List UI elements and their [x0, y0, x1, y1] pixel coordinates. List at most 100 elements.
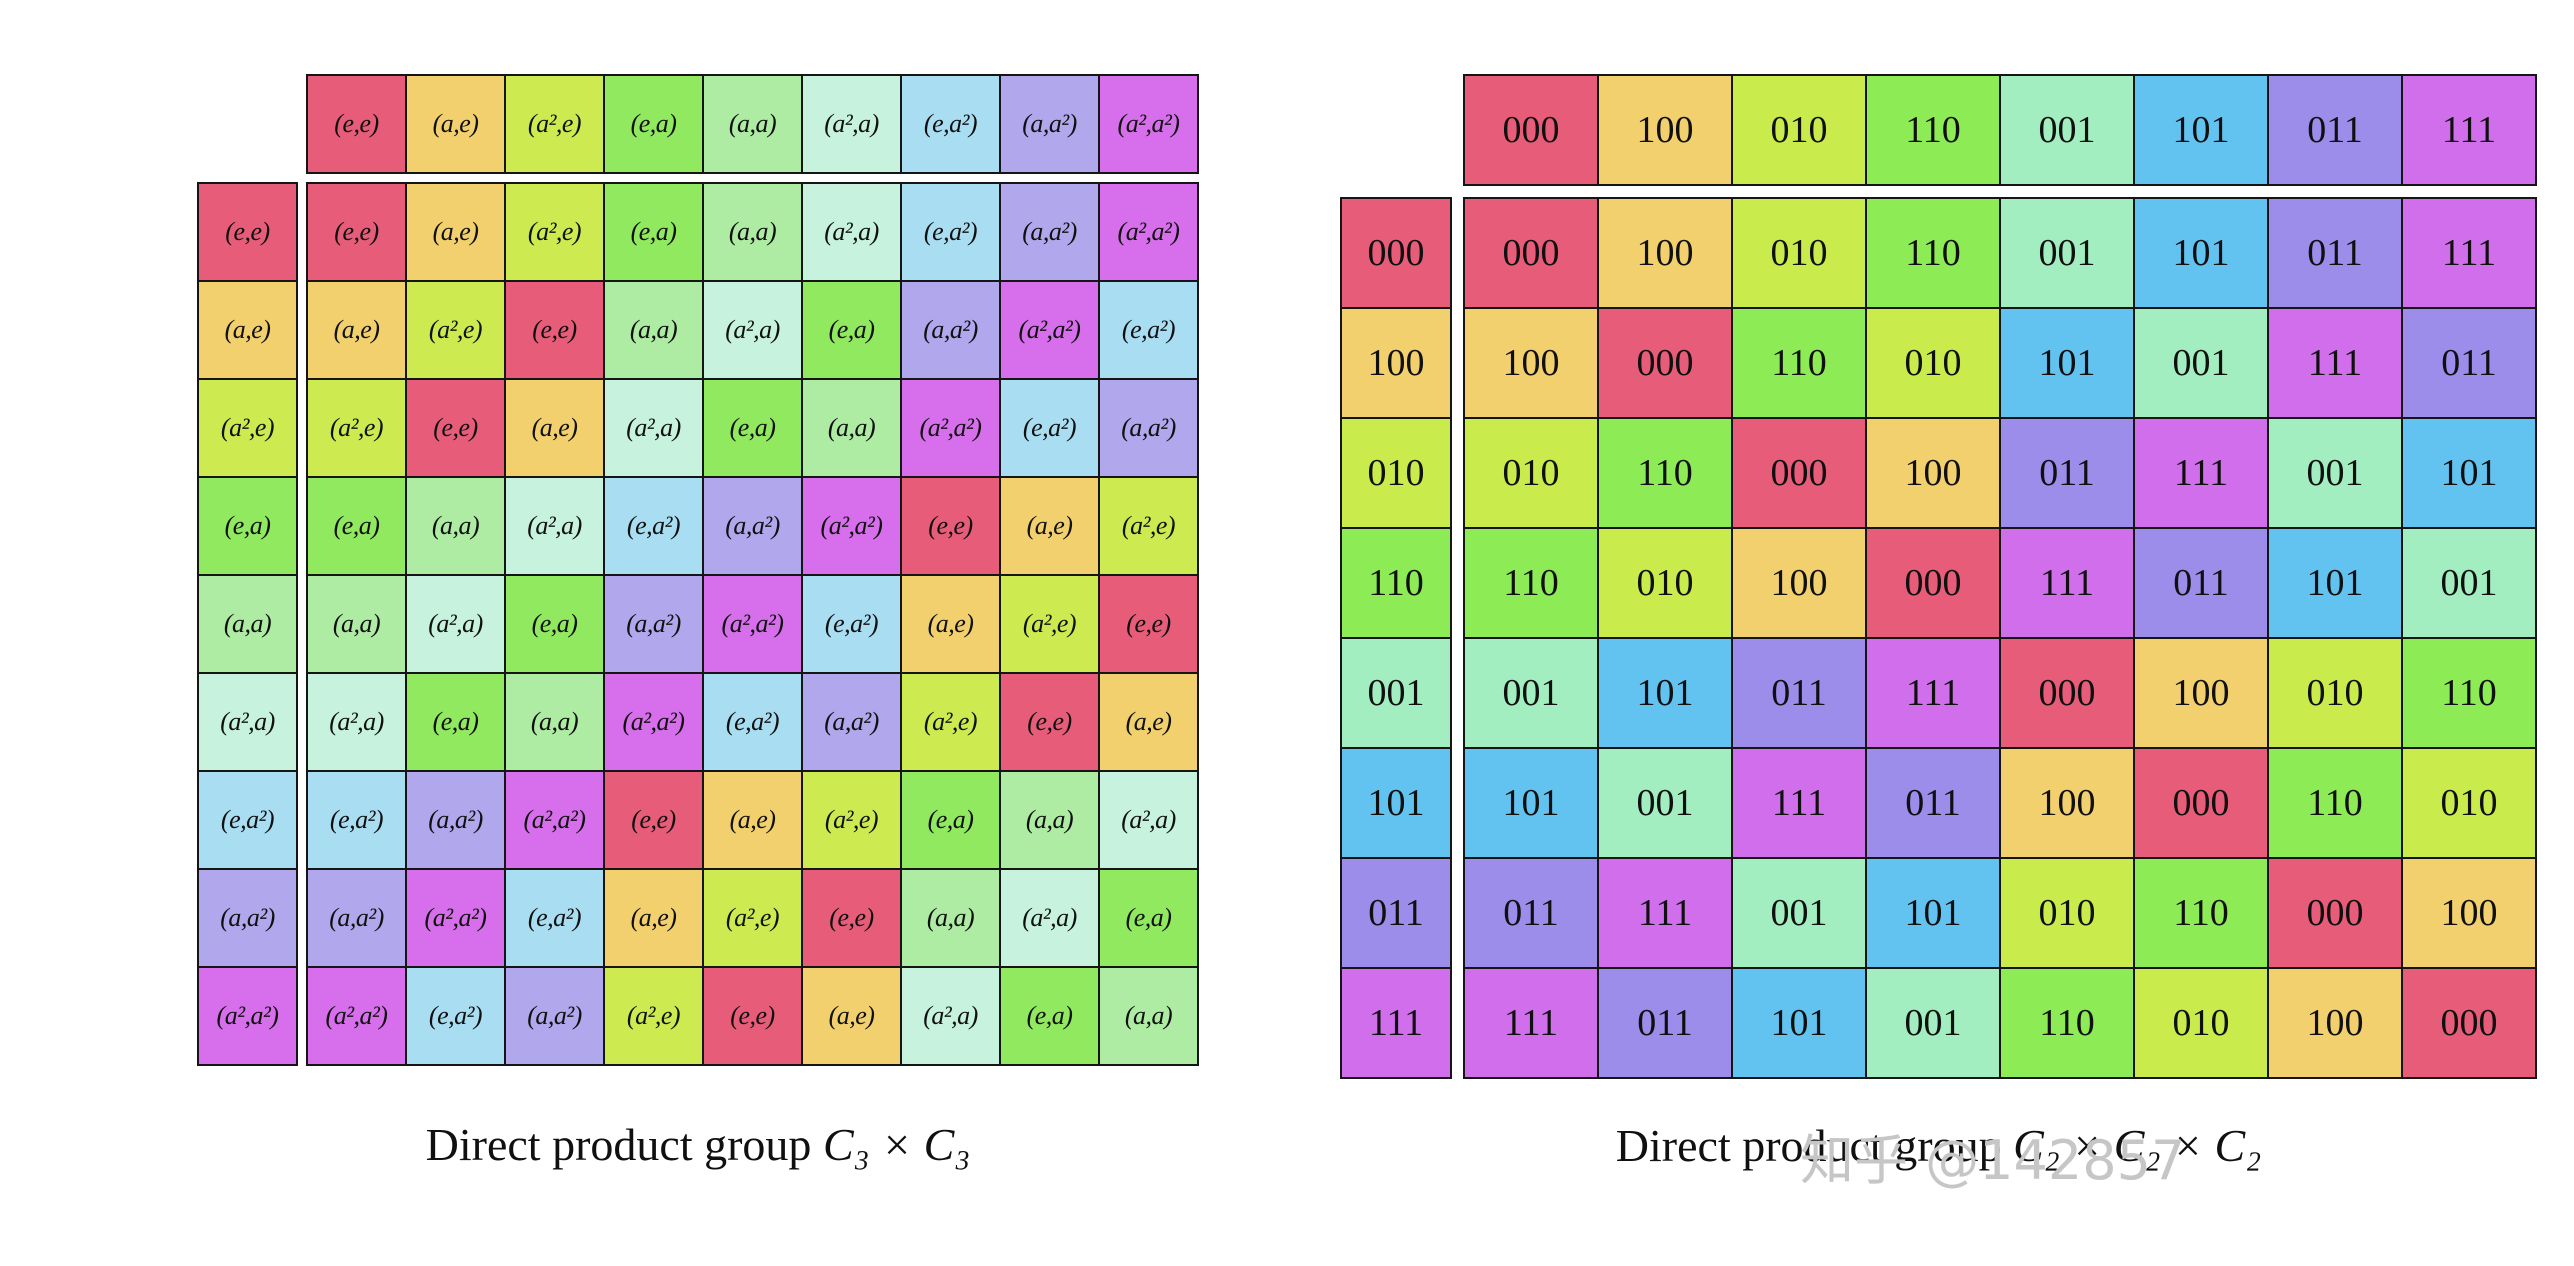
- product-cell: (a²,e): [802, 771, 901, 869]
- column-header-cell: 010: [1732, 75, 1866, 185]
- product-cell: 001: [1598, 748, 1732, 858]
- row-headers: (e,e) (a,e) (a²,e) (e,a) (a,a) (a²,a) (e,a²) (a…: [197, 182, 298, 1066]
- product-cell: 010: [2134, 968, 2268, 1078]
- product-cell: (e,a²): [406, 967, 505, 1065]
- product-cell: 101: [2402, 418, 2536, 528]
- table-body: 000 100 010 110 001 101 011 111 000 100 010 110 001…: [1340, 197, 2537, 1079]
- column-header-cell: 001: [2000, 75, 2134, 185]
- row-headers: 000 100 010 110 001 101 011 111: [1340, 197, 1452, 1079]
- product-cell: (a²,a²): [901, 379, 1000, 477]
- column-header-cell: (a,a²): [1000, 75, 1099, 173]
- product-cell: (e,a): [406, 673, 505, 771]
- row-header-cell: 110: [1341, 528, 1451, 638]
- row-header-cell: 101: [1341, 748, 1451, 858]
- row-header-cell: (a²,a²): [198, 967, 297, 1065]
- product-cell: (a,a): [307, 575, 406, 673]
- product-cell: 001: [2000, 198, 2134, 308]
- product-cell: 111: [2268, 308, 2402, 418]
- caption-math: C₂ × C₂ × C₂: [2013, 1120, 2262, 1171]
- row-header-cell: (a²,e): [198, 379, 297, 477]
- caption: Direct product group C₃ × C₃: [197, 1118, 1199, 1171]
- caption: Direct product group C₂ × C₂ × C₂: [1340, 1119, 2537, 1172]
- product-cell: (a²,a²): [802, 477, 901, 575]
- product-cell: 001: [1732, 858, 1866, 968]
- product-cell: (a,a²): [1000, 183, 1099, 281]
- product-cell: 000: [2134, 748, 2268, 858]
- product-cell: (a,e): [1099, 673, 1198, 771]
- product-cell: 110: [2402, 638, 2536, 748]
- product-cell: (e,e): [1099, 575, 1198, 673]
- product-cell: (a²,e): [406, 281, 505, 379]
- product-cell: 110: [1598, 418, 1732, 528]
- product-cell: (a²,a): [802, 183, 901, 281]
- product-cell: 111: [1464, 968, 1598, 1078]
- product-cell: 100: [2134, 638, 2268, 748]
- product-cell: 110: [2134, 858, 2268, 968]
- product-cell: 111: [2402, 198, 2536, 308]
- row-header-cell: (e,a): [198, 477, 297, 575]
- product-cell: (a,a²): [1099, 379, 1198, 477]
- product-cell: 111: [1866, 638, 2000, 748]
- product-cell: (a,e): [901, 575, 1000, 673]
- column-header-cell: 111: [2402, 75, 2536, 185]
- product-cell: 010: [2268, 638, 2402, 748]
- row-header-cell: 010: [1341, 418, 1451, 528]
- caption-text: Direct product group: [425, 1119, 823, 1170]
- product-cell: (a,a²): [604, 575, 703, 673]
- product-cell: (e,a²): [703, 673, 802, 771]
- product-cell: 011: [1464, 858, 1598, 968]
- product-cell: (e,e): [703, 967, 802, 1065]
- product-cell: (a,e): [703, 771, 802, 869]
- product-cell: 010: [1866, 308, 2000, 418]
- product-cell: 001: [1866, 968, 2000, 1078]
- product-cell: 011: [2402, 308, 2536, 418]
- row-header-cell: (a,a): [198, 575, 297, 673]
- product-cell: (a,e): [604, 869, 703, 967]
- product-cell: (a²,e): [703, 869, 802, 967]
- product-cell: (a,a²): [901, 281, 1000, 379]
- product-cell: (a²,a²): [1000, 281, 1099, 379]
- product-cell: 101: [2000, 308, 2134, 418]
- product-cell: (a,e): [505, 379, 604, 477]
- column-header-cell: (a,a): [703, 75, 802, 173]
- product-cell: (e,a): [604, 183, 703, 281]
- product-cell: 011: [1732, 638, 1866, 748]
- product-cell: (e,e): [406, 379, 505, 477]
- product-cell: 011: [1598, 968, 1732, 1078]
- product-cell: 110: [2000, 968, 2134, 1078]
- product-cell: 000: [2000, 638, 2134, 748]
- product-cell: (a,a²): [406, 771, 505, 869]
- product-cell: (a,a): [802, 379, 901, 477]
- row-header-cell: 111: [1341, 968, 1451, 1078]
- product-cell: 110: [1732, 308, 1866, 418]
- product-cell: (a,e): [1000, 477, 1099, 575]
- row-header-cell: 000: [1341, 198, 1451, 308]
- product-cell: (a,e): [802, 967, 901, 1065]
- product-cell: 000: [1598, 308, 1732, 418]
- column-header-cell: (a²,a): [802, 75, 901, 173]
- product-cell: (a²,a²): [307, 967, 406, 1065]
- product-cell: 101: [2268, 528, 2402, 638]
- product-cell: (a²,a): [406, 575, 505, 673]
- column-header-cell: (a²,e): [505, 75, 604, 173]
- column-header-cell: 011: [2268, 75, 2402, 185]
- row-header-cell: 011: [1341, 858, 1451, 968]
- product-cell: (a,e): [307, 281, 406, 379]
- column-header-cell: (e,e): [307, 75, 406, 173]
- product-cell: (e,a²): [307, 771, 406, 869]
- product-cell: 000: [1866, 528, 2000, 638]
- row-header-cell: (a,a²): [198, 869, 297, 967]
- product-cell: 101: [1732, 968, 1866, 1078]
- product-cell: 010: [2000, 858, 2134, 968]
- product-cell: 110: [1464, 528, 1598, 638]
- column-header-cell: (e,a): [604, 75, 703, 173]
- product-cell: 101: [1464, 748, 1598, 858]
- cayley-table-c3-x-c3: (e,e) (a,e) (a²,e) (e,a) (a,a) (a²,a) (e,a²) (a…: [197, 74, 1199, 1171]
- column-headers: 000 100 010 110 001 101 011 111: [1463, 74, 2537, 186]
- product-cell: 101: [1598, 638, 1732, 748]
- caption-math: C₃ × C₃: [822, 1119, 971, 1170]
- product-cell: (e,a²): [802, 575, 901, 673]
- product-cell: 000: [1732, 418, 1866, 528]
- product-cell: (a,e): [406, 183, 505, 281]
- table-body: (e,e) (a,e) (a²,e) (e,a) (a,a) (a²,a) (e,a²) (a…: [197, 182, 1199, 1066]
